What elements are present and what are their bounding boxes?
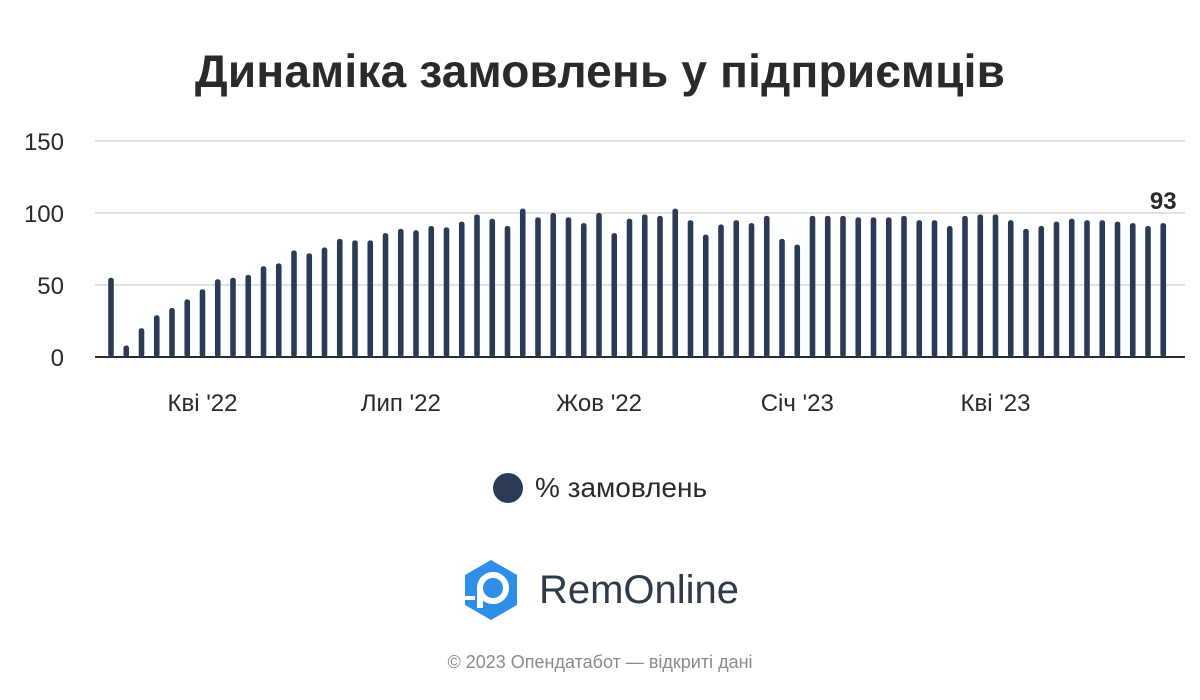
- legend: % замовлень: [0, 472, 1200, 504]
- legend-marker: [492, 473, 523, 503]
- bar: [108, 277, 114, 357]
- bar: [199, 289, 206, 357]
- bar: [657, 215, 663, 357]
- x-tick-label: Кві '22: [167, 390, 237, 417]
- bar: [336, 238, 343, 357]
- bar: [733, 220, 740, 357]
- bar: [962, 215, 968, 357]
- legend-label: % замовлень: [534, 472, 708, 503]
- bar: [1038, 225, 1045, 357]
- bar: [718, 224, 724, 357]
- bars: [108, 208, 1167, 357]
- footer-copyright: © 2023 Опендатабот — відкриті дані: [447, 652, 753, 672]
- bar: [992, 214, 999, 357]
- bar: [382, 233, 389, 357]
- bar: [977, 214, 984, 357]
- bar: [367, 240, 374, 357]
- bar: [550, 213, 557, 357]
- bar: [809, 215, 816, 357]
- bar: [275, 263, 282, 357]
- bar: [535, 217, 541, 357]
- bar: [840, 215, 846, 357]
- bar: [169, 308, 175, 357]
- remonline-logo-icon: [464, 560, 517, 620]
- x-tick-label: Жов '22: [556, 390, 642, 417]
- bar: [428, 225, 435, 357]
- bar: [153, 315, 160, 357]
- x-axis-ticks: Кві '22 Лип '22 Жов '22 Січ '23 Кві '23: [167, 390, 1030, 417]
- bar: [1068, 218, 1075, 357]
- bar: [397, 228, 404, 357]
- x-tick-label: Січ '23: [761, 390, 834, 417]
- bar: [443, 227, 450, 357]
- brand-logo: RemOnline: [0, 558, 1200, 622]
- bar: [504, 225, 511, 357]
- bar: [474, 214, 480, 357]
- bar: [687, 220, 694, 357]
- bar: [870, 217, 877, 357]
- bar: [779, 238, 785, 357]
- bar: [352, 240, 358, 357]
- bar: [946, 225, 953, 357]
- bar: [1114, 221, 1121, 357]
- bar: [245, 274, 252, 357]
- grid-lines: [95, 140, 1185, 358]
- bar: [291, 250, 297, 357]
- bar: [1099, 220, 1106, 357]
- bar: [855, 217, 862, 357]
- bar: [230, 277, 236, 357]
- bar: [458, 221, 465, 357]
- bar: [763, 215, 770, 357]
- bar: [885, 217, 892, 357]
- bar: [1053, 221, 1060, 357]
- bar: [916, 220, 923, 357]
- bar: [748, 223, 755, 357]
- bar: [1084, 220, 1090, 357]
- bar: [306, 253, 313, 357]
- bar: [321, 247, 328, 357]
- bar: [580, 223, 587, 357]
- bar: [565, 217, 572, 357]
- bar: [519, 208, 526, 357]
- bar: [702, 234, 709, 357]
- bar: [931, 220, 938, 357]
- annotations: 93: [1150, 188, 1177, 215]
- bar: [1023, 228, 1029, 357]
- bar: [489, 218, 496, 357]
- bar: [641, 214, 648, 357]
- y-tick-label: 100: [24, 201, 64, 228]
- bar: [611, 233, 618, 357]
- bar: [824, 215, 831, 357]
- y-axis-ticks: 0 50 100 150: [24, 129, 64, 372]
- bar: [901, 215, 907, 357]
- bar: [214, 279, 221, 357]
- bar: [1007, 220, 1014, 357]
- bar: [1160, 223, 1167, 357]
- x-tick-label: Кві '23: [960, 390, 1030, 417]
- bar: [626, 218, 633, 357]
- bar: [1129, 223, 1136, 357]
- bar: [184, 299, 191, 357]
- x-tick-label: Лип '22: [361, 390, 441, 417]
- y-tick-label: 50: [37, 273, 64, 300]
- bar: [596, 213, 602, 357]
- last-value-label: 93: [1150, 188, 1177, 215]
- brand-name: RemOnline: [538, 567, 740, 612]
- y-tick-label: 150: [24, 129, 64, 156]
- chart-title: Динаміка замовлень у підприємців: [194, 45, 1006, 97]
- bar: [1145, 225, 1151, 357]
- bar: [138, 328, 145, 357]
- bar: [123, 345, 130, 357]
- bar: [672, 208, 679, 357]
- y-tick-label: 0: [51, 345, 64, 372]
- bar: [260, 266, 267, 357]
- bar: [794, 244, 801, 357]
- bar: [413, 230, 419, 357]
